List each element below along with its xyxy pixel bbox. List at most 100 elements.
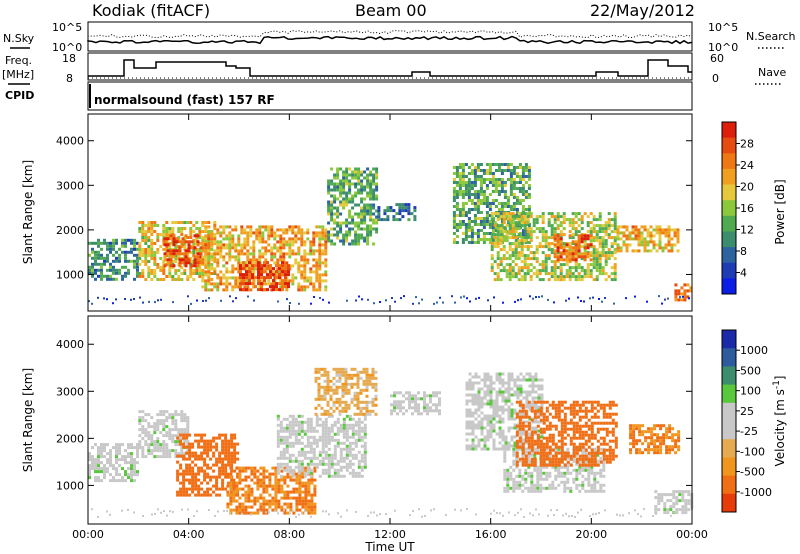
heatmap-cell <box>266 276 269 280</box>
ground-scatter-cell <box>514 300 516 303</box>
heatmap-cell <box>501 447 505 451</box>
heatmap-cell <box>413 206 417 210</box>
heatmap-cell <box>216 231 220 235</box>
heatmap-cell <box>616 243 620 247</box>
heatmap-cell <box>583 255 587 259</box>
heatmap-cell <box>592 230 596 234</box>
heatmap-cell <box>512 453 516 457</box>
heatmap-cell <box>259 472 263 476</box>
heatmap-cell <box>237 252 241 256</box>
heatmap-cell <box>495 399 499 403</box>
heatmap-cell <box>496 239 500 243</box>
heatmap-cell <box>375 185 379 189</box>
heatmap-cell <box>592 215 596 219</box>
heatmap-cell <box>333 212 337 216</box>
heatmap-cell <box>329 406 333 410</box>
heatmap-cell <box>326 385 330 389</box>
heatmap-cell <box>209 439 213 443</box>
heatmap-cell <box>88 452 91 456</box>
heatmap-cell <box>392 209 396 213</box>
heatmap-cell <box>284 279 287 283</box>
heatmap-cell <box>215 460 219 464</box>
heatmap-cell <box>118 479 121 483</box>
heatmap-cell <box>94 241 97 245</box>
heatmap-cell <box>477 438 481 442</box>
heatmap-cell <box>213 237 217 241</box>
heatmap-cell <box>553 269 557 273</box>
heatmap-cell <box>198 230 202 233</box>
heatmap-cell <box>156 446 160 450</box>
heatmap-cell <box>321 450 325 454</box>
heatmap-cell <box>109 241 112 245</box>
heatmap-cell <box>494 169 498 172</box>
heatmap-cell <box>494 184 498 187</box>
heatmap-cell <box>147 230 151 233</box>
heatmap-cell <box>470 181 474 184</box>
heatmap-cell <box>162 260 166 263</box>
heatmap-cell <box>185 493 189 497</box>
heatmap-cell <box>360 209 364 213</box>
heatmap-cell <box>535 269 539 273</box>
heatmap-cell <box>141 410 145 414</box>
heatmap-cell <box>571 233 575 237</box>
heatmap-cell <box>97 238 100 242</box>
heatmap-cell <box>162 428 166 432</box>
heatmap-cell <box>360 426 364 430</box>
heatmap-cell <box>336 224 340 228</box>
heatmap-cell <box>234 285 238 289</box>
heatmap-cell <box>490 215 494 219</box>
heatmap-cell <box>556 215 560 219</box>
heatmap-cell <box>476 169 480 172</box>
noise-left-tick-top: 10^5 <box>52 21 82 34</box>
heatmap-cell <box>540 435 544 439</box>
heatmap-cell <box>342 236 346 240</box>
heatmap-cell <box>264 258 268 262</box>
heatmap-cell <box>168 452 172 456</box>
heatmap-cell <box>592 263 596 267</box>
heatmap-cell <box>279 465 283 469</box>
heatmap-cell <box>571 212 575 216</box>
heatmap-cell <box>333 450 337 454</box>
heatmap-cell <box>500 184 504 187</box>
heatmap-cell <box>103 274 106 278</box>
heatmap-cell <box>318 435 322 439</box>
heatmap-cell <box>225 285 229 289</box>
heatmap-cell <box>601 269 605 273</box>
heatmap-cell <box>357 224 361 228</box>
heatmap-cell <box>553 255 557 259</box>
heatmap-cell <box>583 246 587 250</box>
heatmap-cell <box>203 448 207 452</box>
heatmap-cell <box>465 438 469 442</box>
heatmap-cell <box>553 249 557 253</box>
heatmap-cell <box>339 185 343 189</box>
heatmap-cell <box>496 224 500 228</box>
heatmap-cell <box>162 230 166 233</box>
heatmap-cell <box>250 487 254 491</box>
heatmap-cell <box>523 212 527 216</box>
heatmap-cell <box>507 426 511 430</box>
heatmap-cell <box>360 218 364 222</box>
heatmap-cell <box>559 240 563 244</box>
heatmap-cell <box>517 269 521 273</box>
heatmap-cell <box>197 472 201 476</box>
heatmap-cell <box>479 190 483 193</box>
heatmap-cell <box>523 215 527 219</box>
heatmap-cell <box>372 203 376 207</box>
heatmap-cell <box>583 272 587 276</box>
heatmap-cell <box>507 375 511 379</box>
heatmap-cell <box>565 272 569 276</box>
heatmap-cell <box>625 237 629 241</box>
heatmap-cell <box>365 370 369 374</box>
heatmap-cell <box>547 224 551 228</box>
heatmap-cell <box>366 203 370 207</box>
heatmap-cell <box>490 242 494 246</box>
heatmap-cell <box>571 266 575 270</box>
heatmap-cell <box>589 234 593 238</box>
heatmap-cell <box>527 208 531 211</box>
heatmap-cell <box>485 196 489 199</box>
heatmap-cell <box>494 163 498 166</box>
heatmap-cell <box>227 454 231 458</box>
heatmap-cell <box>106 274 109 278</box>
heatmap-cell <box>294 237 298 241</box>
heatmap-cell <box>531 396 535 400</box>
